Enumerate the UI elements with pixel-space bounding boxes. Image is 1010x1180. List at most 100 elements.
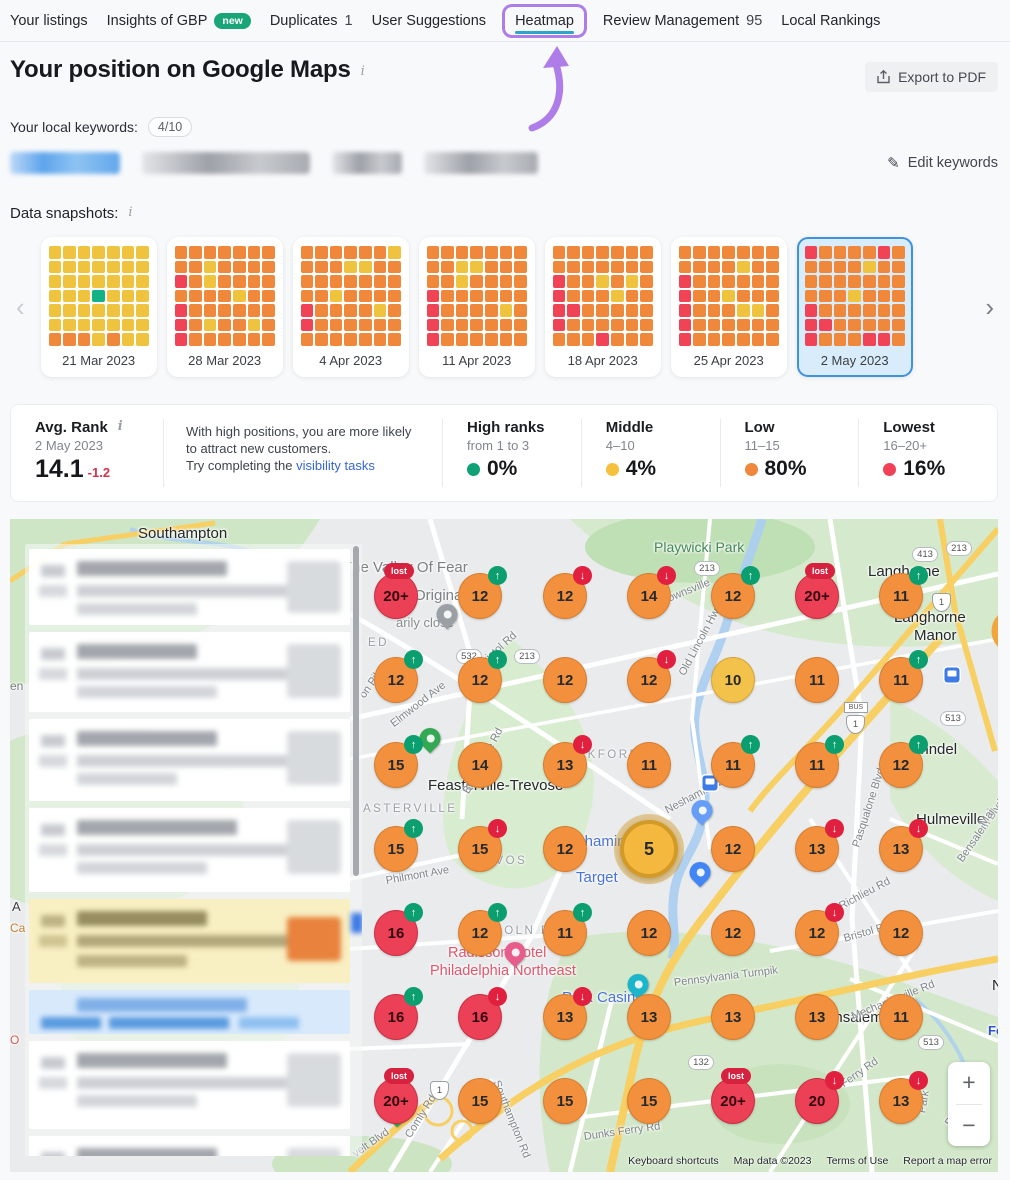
rank-marker[interactable]: 12 ↓ [543,566,592,619]
snapshot-card[interactable]: 28 Mar 2023 [166,237,283,377]
rank-marker[interactable]: 12 [711,826,755,872]
rank-marker[interactable]: 12 ↓ [627,650,676,703]
zoom-in-button[interactable]: + [962,1069,976,1096]
panel-scrollbar[interactable] [353,546,359,876]
rank-marker[interactable]: 10 [711,657,755,703]
rank-marker[interactable]: 12 [879,910,923,956]
listing-item[interactable] [29,719,350,801]
rank-marker[interactable]: 20 ↓ [795,1071,844,1124]
tab-user-suggestions[interactable]: User Suggestions [372,7,486,35]
rank-marker[interactable]: 16 ↑ [374,987,423,1040]
rank-marker[interactable]: 20+ lost [374,1068,418,1124]
listing-item[interactable] [29,808,350,892]
info-icon[interactable]: i [128,205,133,220]
attribution-item[interactable]: Terms of Use [826,1155,889,1167]
export-to-pdf-button[interactable]: Export to PDF [865,62,998,92]
rank-marker[interactable]: 12 [543,826,587,872]
snapshot-card[interactable]: 11 Apr 2023 [418,237,535,377]
heat-cell [625,260,639,274]
keyword-chip[interactable] [10,152,120,174]
rank-marker[interactable]: 15 [458,1078,502,1124]
map-label: Playwicki Park [654,539,745,555]
rank-marker[interactable]: 13 [795,994,839,1040]
tab-insights-of-gbp[interactable]: Insights of GBP new [107,7,251,35]
visibility-tasks-link[interactable]: visibility tasks [296,458,375,473]
rank-marker[interactable]: 13 ↓ [879,819,928,872]
rank-marker[interactable]: 13 [627,994,671,1040]
rank-marker[interactable]: 11 ↑ [711,735,760,788]
attribution-item[interactable]: Report a map error [903,1155,992,1167]
tab-review-management[interactable]: Review Management 95 [603,7,762,35]
rank-marker[interactable]: 14 [458,742,502,788]
edit-keywords-button[interactable]: ✎ Edit keywords [887,154,998,172]
heat-cell [63,275,76,288]
rank-marker[interactable]: 15 [543,1078,587,1124]
tab-heatmap[interactable]: Heatmap [505,7,584,35]
carousel-prev-icon[interactable]: ‹ [16,292,25,322]
transit-icon[interactable] [702,775,718,791]
rank-marker[interactable]: 20+ lost [374,563,418,619]
rank-marker[interactable]: 20+ lost [795,563,839,619]
rank-marker[interactable]: 20+ lost [711,1068,755,1124]
rank-marker[interactable]: 12 ↑ [879,735,928,788]
rank-marker[interactable]: 13 ↓ [879,1071,928,1124]
rank-marker[interactable]: 15 ↑ [374,735,423,788]
rank-marker[interactable]: 15 ↓ [458,819,507,872]
listing-item[interactable] [29,1041,350,1129]
rank-marker[interactable]: 11 ↑ [879,566,928,619]
rank-marker[interactable]: 16 ↑ [374,903,423,956]
snapshot-card[interactable]: 25 Apr 2023 [670,237,787,377]
carousel-next-icon[interactable]: › [985,292,994,322]
rank-marker[interactable]: 12 ↑ [374,650,423,703]
rank-marker[interactable]: 5 [620,820,678,878]
rank-marker[interactable]: 12 [711,910,755,956]
listing-item[interactable] [29,632,350,712]
rank-marker[interactable]: 11 ↑ [543,903,592,956]
rank-marker[interactable]: 13 ↓ [795,819,844,872]
rank-marker[interactable]: 11 [879,994,923,1040]
rank-marker[interactable]: 11 [627,742,671,788]
transit-icon[interactable] [944,667,960,683]
rank-marker[interactable]: 12 ↑ [711,566,760,619]
info-icon[interactable]: i [117,419,123,434]
rank-marker[interactable]: 15 [627,1078,671,1124]
keyword-chip[interactable] [332,152,402,174]
rank-marker[interactable]: 12 ↑ [458,650,507,703]
rank-marker[interactable]: 12 ↓ [795,903,844,956]
rank-marker[interactable]: 12 [627,910,671,956]
blurred-text-blob [41,565,65,577]
rank-marker[interactable]: 12 ↑ [458,903,507,956]
rank-marker[interactable]: 15 ↑ [374,819,423,872]
keyword-chip[interactable] [424,152,538,174]
heat-cell [848,246,861,259]
heat-cell [552,260,566,274]
listing-item[interactable] [29,549,350,625]
attribution-item[interactable]: Keyboard shortcuts [628,1155,719,1167]
rank-marker[interactable]: 11 ↑ [879,650,928,703]
listing-item[interactable] [29,990,350,1034]
rank-marker[interactable]: 13 ↓ [543,735,592,788]
zoom-out-button[interactable]: − [962,1111,976,1138]
rank-marker[interactable]: 12 ↑ [458,566,507,619]
rank-marker[interactable]: 11 [795,657,839,703]
tab-your-listings[interactable]: Your listings [10,7,88,35]
down-badge-icon: ↓ [909,1071,928,1090]
up-badge-icon: ↑ [909,566,928,585]
rank-marker[interactable]: 11 ↑ [795,735,844,788]
snapshot-card[interactable]: 2 May 2023 [796,237,913,377]
keyword-chip[interactable] [142,152,310,174]
rank-marker[interactable]: 13 ↓ [543,987,592,1040]
snapshot-card[interactable]: 4 Apr 2023 [292,237,409,377]
rank-marker[interactable]: 13 [711,994,755,1040]
rank-marker[interactable]: 16 ↓ [458,987,507,1040]
snapshot-card[interactable]: 18 Apr 2023 [544,237,661,377]
tab-local-rankings[interactable]: Local Rankings [781,7,880,35]
tab-duplicates[interactable]: Duplicates 1 [270,7,353,35]
rank-marker[interactable]: 12 [543,657,587,703]
snapshot-card[interactable]: 21 Mar 2023 [40,237,157,377]
info-icon[interactable]: i [360,64,365,79]
listing-item[interactable] [29,899,362,983]
listing-item[interactable] [29,1136,350,1156]
rank-marker[interactable]: 14 ↓ [627,566,676,619]
